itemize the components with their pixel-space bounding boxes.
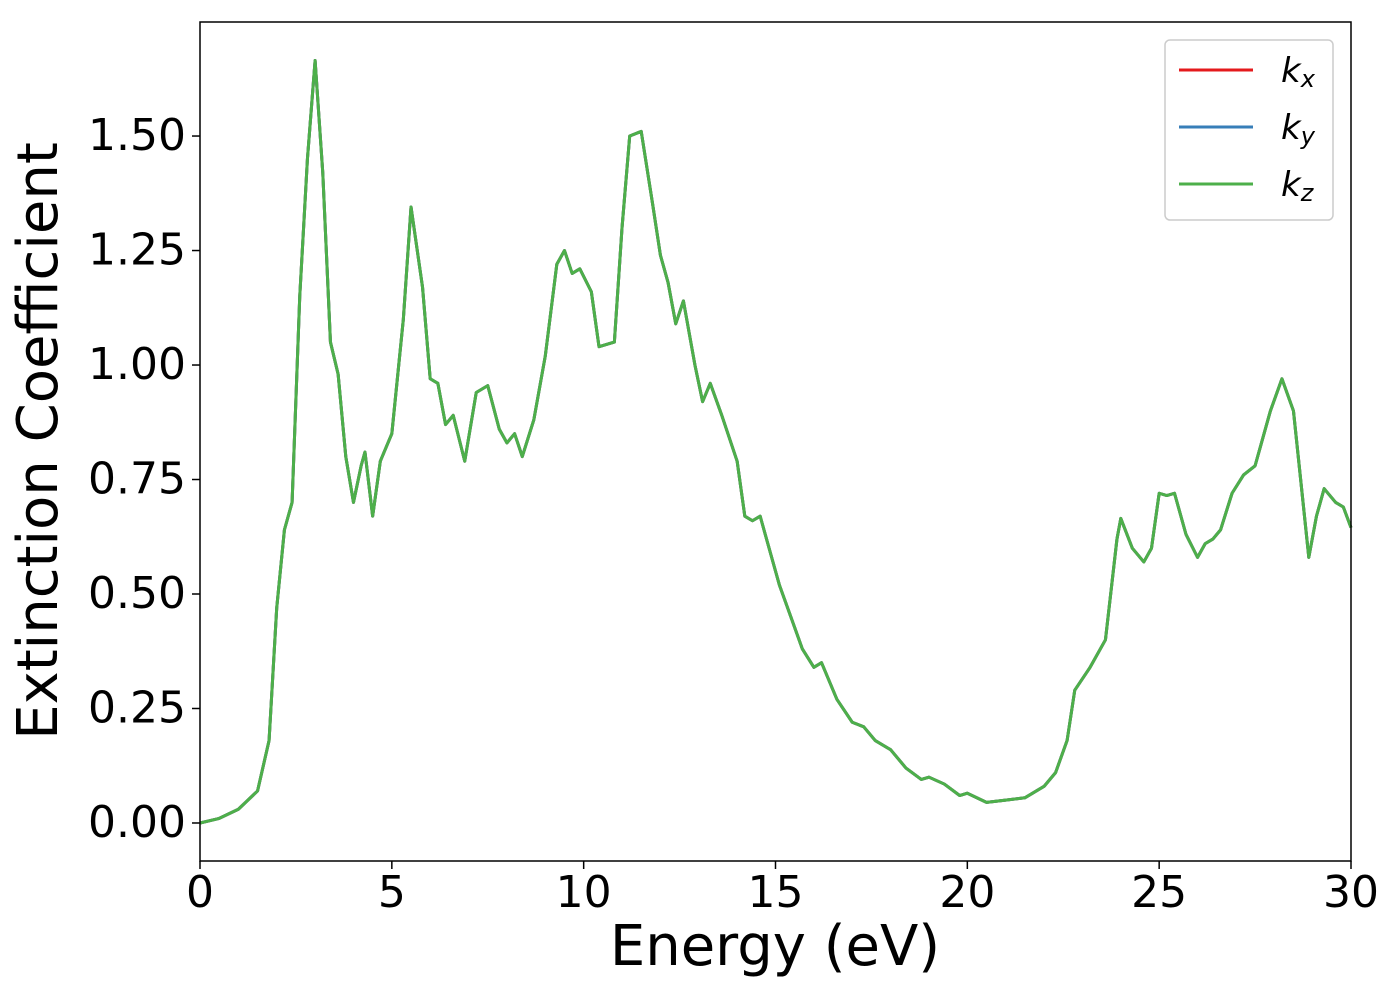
x-tick-label: 15 bbox=[748, 867, 804, 918]
x-tick-label: 20 bbox=[939, 867, 995, 918]
x-tick-label: 0 bbox=[186, 867, 214, 918]
y-tick-label: 0.00 bbox=[88, 797, 186, 848]
legend-label: kx bbox=[1281, 51, 1316, 94]
x-tick-label: 5 bbox=[378, 867, 406, 918]
x-tick-label: 25 bbox=[1131, 867, 1187, 918]
y-tick-label: 1.50 bbox=[88, 110, 186, 161]
y-tick-label: 0.75 bbox=[88, 454, 186, 505]
y-axis-label: Extinction Coefficient bbox=[6, 142, 71, 740]
y-tick-label: 1.00 bbox=[88, 339, 186, 390]
legend-label: kz bbox=[1281, 165, 1315, 208]
y-tick-label: 0.50 bbox=[88, 568, 186, 619]
y-tick-label: 1.25 bbox=[88, 225, 186, 276]
legend-box bbox=[1164, 39, 1334, 221]
x-axis-label: Energy (eV) bbox=[610, 914, 940, 979]
x-tick-label: 10 bbox=[556, 867, 612, 918]
plot-frame bbox=[199, 21, 1352, 862]
series-line bbox=[199, 58, 1353, 825]
legend: kx ky kz bbox=[1164, 39, 1334, 221]
legend-label: ky bbox=[1281, 108, 1316, 151]
x-tick-label: 30 bbox=[1323, 867, 1379, 918]
y-tick-label: 0.25 bbox=[88, 682, 186, 733]
